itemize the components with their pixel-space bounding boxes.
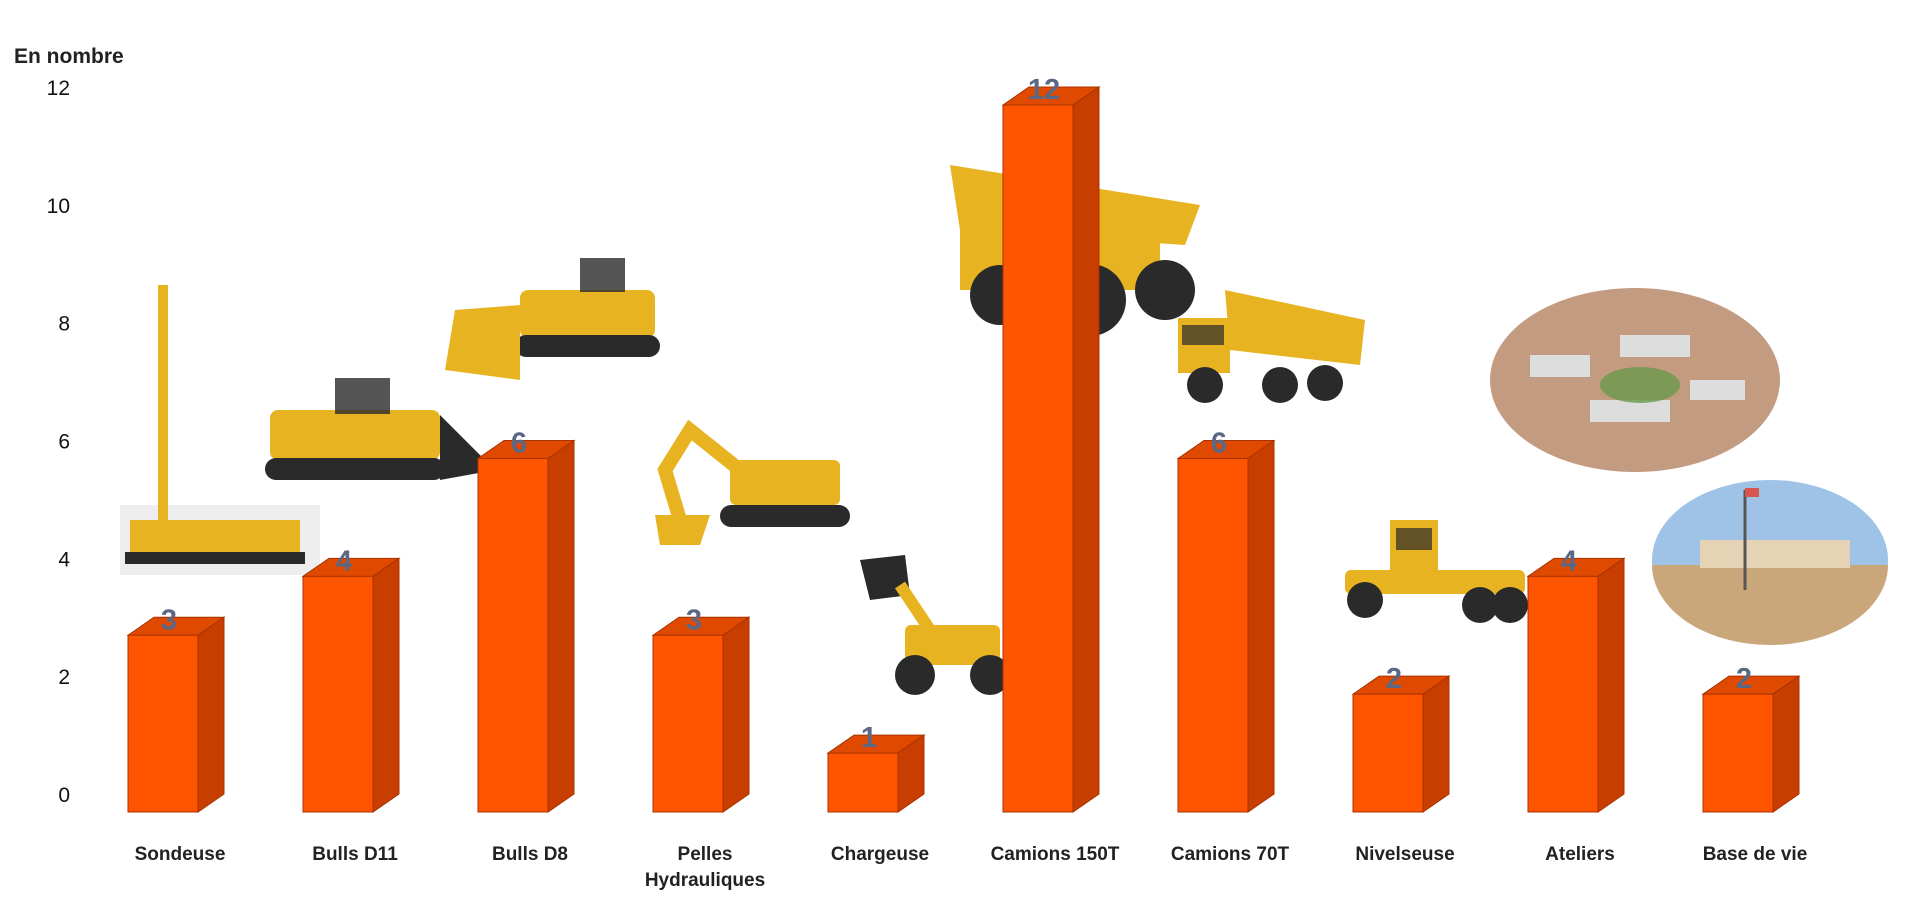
bar-front — [1702, 693, 1774, 813]
bar — [126, 616, 226, 813]
bar-side — [1772, 675, 1800, 813]
bar-front — [1527, 575, 1599, 813]
y-tick-label: 0 — [58, 784, 70, 807]
bar — [301, 557, 401, 813]
x-tick-label: Nivelseuse — [1355, 844, 1454, 865]
bar — [651, 616, 751, 813]
data-label: 2 — [1386, 663, 1402, 695]
data-label: 4 — [1561, 545, 1577, 577]
y-tick-label: 4 — [58, 548, 70, 571]
drilling-rig-photo — [120, 285, 320, 575]
dump-truck-70t-photo — [1178, 290, 1365, 403]
bar-side — [1072, 86, 1100, 813]
bar — [1176, 439, 1276, 813]
x-tick-label: Pelles Hydrauliques — [645, 844, 765, 891]
wheel-loader-photo — [860, 555, 1010, 695]
bar — [826, 734, 926, 813]
workshop-buildings-photo — [1490, 288, 1780, 472]
bar-side — [722, 616, 750, 813]
x-tick-label: Base de vie — [1703, 844, 1808, 865]
bar-front — [1352, 693, 1424, 813]
x-tick-label: Ateliers — [1545, 844, 1615, 865]
y-tick-label: 12 — [47, 77, 70, 100]
data-label: 3 — [686, 604, 702, 636]
bar-side — [1597, 557, 1625, 813]
bar-front — [827, 752, 899, 813]
x-tick-label: Camions 70T — [1171, 844, 1290, 865]
x-tick-label: Camions 150T — [991, 844, 1120, 865]
bar-front — [652, 634, 724, 813]
data-label: 6 — [1211, 428, 1227, 460]
bulldozer-d11-photo — [265, 378, 495, 480]
bar-front — [1177, 458, 1249, 813]
y-tick-label: 2 — [58, 666, 70, 689]
data-label: 1 — [861, 722, 877, 754]
data-label: 2 — [1736, 663, 1752, 695]
bar-side — [1422, 675, 1450, 813]
bar-front — [477, 458, 549, 813]
bar-side — [197, 616, 225, 813]
x-tick-label: Chargeuse — [831, 844, 929, 865]
data-label: 6 — [511, 428, 527, 460]
y-tick-label: 8 — [58, 313, 70, 336]
bars: 3 4 6 3 1 12 6 2 4 2 — [126, 74, 1801, 813]
bar — [1701, 675, 1801, 813]
y-tick-label: 10 — [47, 195, 70, 218]
bar — [1351, 675, 1451, 813]
bar — [1001, 86, 1101, 813]
bar-front — [302, 575, 374, 813]
bar-side — [372, 557, 400, 813]
bar-side — [1247, 439, 1275, 813]
y-axis: 0 2 4 6 8 10 12 — [47, 77, 71, 807]
x-tick-label: Sondeuse — [135, 844, 226, 865]
data-label: 12 — [1028, 74, 1060, 106]
bar — [1526, 557, 1626, 813]
bar-front — [127, 634, 199, 813]
x-tick-label: Bulls D11 — [312, 844, 398, 865]
bar — [476, 439, 576, 813]
hydraulic-excavator-photo — [655, 419, 850, 545]
motor-grader-photo — [1345, 520, 1528, 623]
bar-front — [1002, 104, 1074, 813]
data-label: 3 — [161, 604, 177, 636]
x-tick-label: Bulls D8 — [492, 844, 568, 865]
bar-side — [547, 439, 575, 813]
data-label: 4 — [336, 545, 352, 577]
living-quarters-photo — [1652, 480, 1888, 645]
x-axis: Sondeuse Bulls D11 Bulls D8 Pelles Hydrauliq… — [135, 844, 1808, 891]
bulldozer-d8-photo — [445, 258, 660, 380]
y-tick-label: 6 — [58, 431, 70, 454]
y-axis-label: En nombre — [14, 45, 124, 68]
